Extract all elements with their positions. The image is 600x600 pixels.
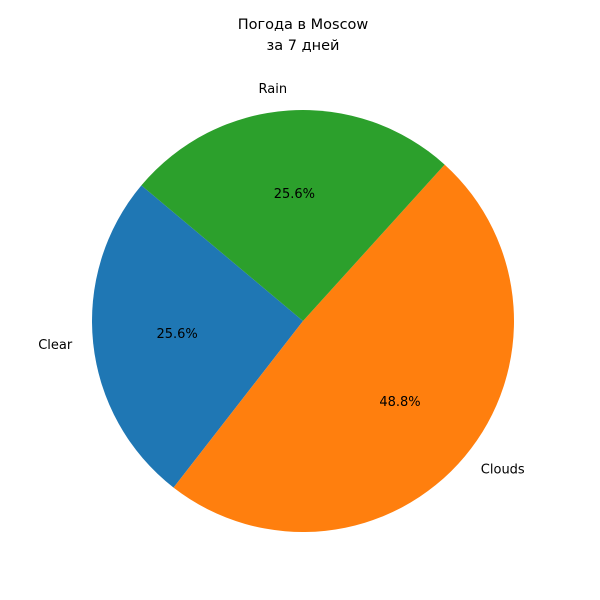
pie-slices <box>91 109 515 533</box>
pie-labels: Clear 25.6% Clouds 48.8% Rain 25.6% <box>38 82 525 478</box>
slice-percent-clear: 25.6% <box>156 327 197 342</box>
chart-title-line-2: за 7 дней <box>267 38 340 54</box>
pie-slice-rain <box>141 109 445 321</box>
pie-slice-clear <box>91 185 303 488</box>
pie-slice-clouds <box>173 164 515 533</box>
slice-percent-clouds: 48.8% <box>379 395 420 410</box>
slice-label-clouds: Clouds <box>481 463 525 478</box>
slice-percent-rain: 25.6% <box>274 187 315 202</box>
slice-label-clear: Clear <box>38 338 73 353</box>
slice-label-rain: Rain <box>259 82 288 97</box>
chart-title-line-1: Погода в Moscow <box>238 17 369 33</box>
